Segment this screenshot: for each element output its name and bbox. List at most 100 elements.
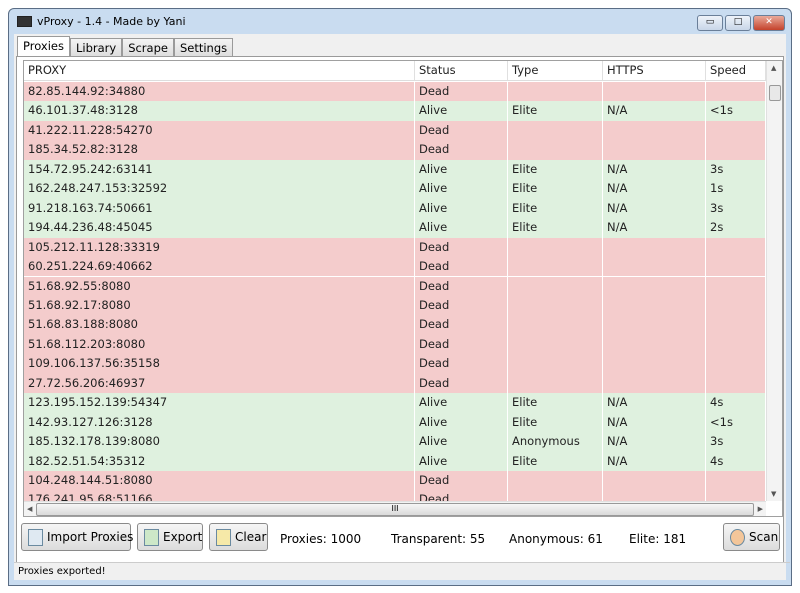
cell-proxy: 51.68.112.203:8080 <box>24 334 415 355</box>
scroll-down-icon[interactable]: ▼ <box>771 490 777 498</box>
table-row[interactable]: 109.106.137.56:35158 Dead <box>24 354 766 374</box>
cell-https <box>603 276 706 296</box>
table-row[interactable]: 105.212.11.128:33319 Dead <box>24 237 766 258</box>
cell-speed <box>706 257 766 277</box>
cell-proxy: 194.44.236.48:45045 <box>24 218 415 238</box>
anonymous-count: Anonymous: 61 <box>509 532 603 546</box>
app-window: vProxy - 1.4 - Made by Yani ▭ □ ✕ Proxie… <box>8 8 792 586</box>
scroll-up-icon[interactable]: ▲ <box>771 64 777 72</box>
column-header-https[interactable]: HTTPS <box>603 61 706 81</box>
minimize-button[interactable]: ▭ <box>697 15 723 31</box>
cell-https <box>603 295 706 316</box>
cell-speed <box>706 82 766 102</box>
tab-library[interactable]: Library <box>69 38 123 57</box>
cell-proxy: 162.248.247.153:32592 <box>24 179 415 199</box>
table-row[interactable]: 194.44.236.48:45045 Alive Elite N/A 2s <box>24 218 766 238</box>
maximize-button[interactable]: □ <box>725 15 751 31</box>
cell-speed <box>706 471 766 491</box>
table-row[interactable]: 182.52.51.54:35312 Alive Elite N/A 4s <box>24 451 766 471</box>
table-row[interactable]: 91.218.163.74:50661 Alive Elite N/A 3s <box>24 198 766 219</box>
table-row[interactable]: 104.248.144.51:8080 Dead <box>24 471 766 491</box>
tab-settings[interactable]: Settings <box>173 38 234 57</box>
cell-https: N/A <box>603 101 706 121</box>
cell-proxy: 51.68.92.17:8080 <box>24 295 415 316</box>
cell-speed <box>706 334 766 355</box>
cell-https: N/A <box>603 159 706 180</box>
cell-type <box>508 334 603 355</box>
cell-https <box>603 120 706 141</box>
cell-status: Alive <box>415 159 508 180</box>
scroll-left-icon[interactable]: ◀ <box>27 505 33 513</box>
table-row[interactable]: 60.251.224.69:40662 Dead <box>24 257 766 277</box>
cell-speed: 1s <box>706 179 766 199</box>
vertical-scrollbar[interactable]: ▲ ▼ <box>766 61 782 501</box>
clear-button[interactable]: Clear <box>209 523 268 551</box>
table-row[interactable]: 185.132.178.139:8080 Alive Anonymous N/A 3s <box>24 432 766 452</box>
scan-button[interactable]: Scan <box>723 523 780 551</box>
horizontal-scroll-thumb[interactable]: III <box>36 503 754 516</box>
table-row[interactable]: 51.68.92.17:8080 Dead <box>24 295 766 316</box>
column-header-proxy[interactable]: PROXY <box>24 61 415 81</box>
table-row[interactable]: 82.85.144.92:34880 Dead <box>24 82 766 102</box>
cell-status: Dead <box>415 373 508 394</box>
import-proxies-button[interactable]: Import Proxies <box>21 523 134 551</box>
table-row[interactable]: 51.68.92.55:8080 Dead <box>24 276 766 296</box>
table-row[interactable]: 51.68.112.203:8080 Dead <box>24 334 766 355</box>
cell-type: Elite <box>508 451 603 471</box>
cell-status: Alive <box>415 393 508 413</box>
cell-https <box>603 140 706 160</box>
table-row[interactable]: 185.34.52.82:3128 Dead <box>24 140 766 160</box>
cell-proxy: 51.68.83.188:8080 <box>24 315 415 335</box>
cell-speed <box>706 373 766 394</box>
cell-proxy: 185.34.52.82:3128 <box>24 140 415 160</box>
cell-https <box>603 373 706 394</box>
column-header-speed[interactable]: Speed <box>706 61 766 81</box>
cell-status: Alive <box>415 218 508 238</box>
table-row[interactable]: 46.101.37.48:3128 Alive Elite N/A <1s <box>24 101 766 121</box>
cell-speed <box>706 120 766 141</box>
table-row[interactable]: 27.72.56.206:46937 Dead <box>24 373 766 394</box>
proxies-panel: PROXY Status Type HTTPS Speed 82.85.144.… <box>16 56 784 563</box>
cell-type: Elite <box>508 393 603 413</box>
cell-https: N/A <box>603 179 706 199</box>
cell-status: Dead <box>415 295 508 316</box>
cell-speed: <1s <box>706 412 766 433</box>
close-button[interactable]: ✕ <box>753 15 785 31</box>
clear-label: Clear <box>235 530 267 544</box>
import-icon <box>28 528 43 546</box>
table-row[interactable]: 162.248.247.153:32592 Alive Elite N/A 1s <box>24 179 766 199</box>
cell-https <box>603 237 706 258</box>
table-row[interactable]: 123.195.152.139:54347 Alive Elite N/A 4s <box>24 393 766 413</box>
table-row[interactable]: 154.72.95.242:63141 Alive Elite N/A 3s <box>24 159 766 180</box>
table-row[interactable]: 51.68.83.188:8080 Dead <box>24 315 766 335</box>
import-label: Import Proxies <box>47 530 134 544</box>
tab-scrape[interactable]: Scrape <box>122 38 174 57</box>
cell-status: Dead <box>415 315 508 335</box>
export-button[interactable]: Export <box>137 523 203 551</box>
scroll-right-icon[interactable]: ▶ <box>757 505 763 513</box>
cell-type: Elite <box>508 412 603 433</box>
cell-proxy: 104.248.144.51:8080 <box>24 471 415 491</box>
column-header-status[interactable]: Status <box>415 61 508 81</box>
cell-proxy: 82.85.144.92:34880 <box>24 82 415 102</box>
cell-status: Alive <box>415 198 508 219</box>
cell-https <box>603 82 706 102</box>
vertical-scroll-thumb[interactable] <box>769 85 781 101</box>
cell-speed: 3s <box>706 159 766 180</box>
cell-proxy: 41.222.11.228:54270 <box>24 120 415 141</box>
table-row[interactable]: 142.93.127.126:3128 Alive Elite N/A <1s <box>24 412 766 433</box>
cell-proxy: 182.52.51.54:35312 <box>24 451 415 471</box>
table-row[interactable]: 41.222.11.228:54270 Dead <box>24 120 766 141</box>
cell-speed <box>706 276 766 296</box>
app-icon <box>17 16 32 27</box>
horizontal-scrollbar[interactable]: ◀ III ▶ <box>24 501 766 516</box>
cell-status: Dead <box>415 471 508 491</box>
tab-proxies[interactable]: Proxies <box>17 36 70 58</box>
cell-https: N/A <box>603 393 706 413</box>
cell-speed <box>706 490 766 510</box>
column-header-type[interactable]: Type <box>508 61 603 81</box>
cell-status: Dead <box>415 276 508 296</box>
proxies-count: Proxies: 1000 <box>280 532 362 546</box>
cell-status: Alive <box>415 451 508 471</box>
cell-speed <box>706 140 766 160</box>
